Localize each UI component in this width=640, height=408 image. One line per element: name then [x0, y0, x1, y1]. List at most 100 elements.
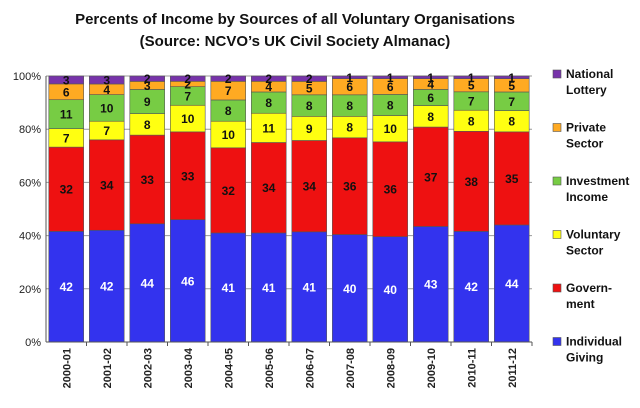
x-tick-label: 2002-03: [142, 348, 154, 388]
data-label: 2: [184, 72, 191, 86]
legend-item: Govern-ment: [553, 281, 612, 311]
data-label: 36: [343, 180, 357, 194]
legend: NationalLotteryPrivateSectorInvestmentIn…: [553, 67, 629, 365]
y-tick-label: 20%: [19, 284, 41, 296]
legend-label: Voluntary: [566, 228, 621, 242]
data-label: 42: [465, 280, 479, 294]
data-label: 6: [427, 91, 434, 105]
legend-item: NationalLottery: [553, 67, 613, 97]
data-label: 1: [427, 71, 434, 85]
legend-item: Voluntary Sector: [553, 228, 621, 258]
data-label: 34: [303, 180, 317, 194]
legend-label: Private: [566, 121, 606, 135]
data-label: 40: [343, 282, 357, 296]
data-label: 8: [144, 118, 151, 132]
data-label: 7: [508, 95, 515, 109]
data-label: 3: [103, 73, 110, 87]
data-label: 10: [100, 101, 114, 115]
data-label: 41: [303, 280, 317, 294]
legend-label: National: [566, 67, 613, 81]
legend-item: InvestmentIncome: [553, 174, 629, 204]
x-tick-label: 2006-07: [304, 348, 316, 388]
data-label: 7: [468, 95, 475, 109]
legend-label: Govern-: [566, 281, 612, 295]
data-label: 41: [222, 281, 236, 295]
chart-subtitle: (Source: NCVO’s UK Civil Society Almanac…: [140, 33, 451, 50]
data-label: 8: [387, 98, 394, 112]
data-label: 38: [465, 175, 479, 189]
data-label: 32: [60, 183, 74, 197]
data-label: 2: [144, 72, 151, 86]
bars: 4232711634234710434433893246331072241321…: [49, 71, 529, 342]
bar-stack-2009-10: 43 37 8 641: [413, 71, 448, 342]
data-label: 8: [427, 110, 434, 124]
data-label: 34: [100, 179, 114, 193]
data-label: 1: [346, 71, 353, 85]
x-tick-label: 2011-12: [507, 348, 519, 388]
legend-label: Giving: [566, 351, 603, 365]
data-label: 8: [468, 114, 475, 128]
chart-title: Percents of Income by Sources of all Vol…: [75, 11, 515, 28]
legend-swatch: [553, 177, 561, 185]
legend-item: PrivateSector: [553, 121, 606, 151]
bar-stack-2004-05: 413210872: [211, 72, 246, 342]
data-label: 11: [60, 108, 73, 122]
data-label: 8: [346, 99, 353, 113]
data-label: 1: [468, 71, 475, 85]
data-label: 43: [424, 278, 438, 292]
data-label: 44: [505, 277, 519, 291]
data-label: 40: [384, 283, 398, 297]
data-label: 34: [262, 181, 276, 195]
bar-stack-2007-08: 40 36 8 8 61: [332, 71, 367, 342]
data-label: 37: [424, 170, 438, 184]
x-tick-label: 2004-05: [223, 348, 235, 388]
data-label: 7: [63, 131, 70, 145]
data-label: 8: [346, 121, 353, 135]
y-tick-label: 100%: [13, 71, 41, 83]
bar-stack-2010-11: 42 38 8 7 51: [454, 71, 489, 342]
legend-swatch: [553, 338, 561, 346]
data-label: 9: [144, 95, 151, 109]
data-label: 7: [103, 124, 110, 138]
legend-swatch: [553, 284, 561, 292]
data-label: 1: [387, 71, 394, 85]
y-tick-label: 80%: [19, 124, 41, 136]
x-tick-label: 2005-06: [264, 348, 276, 388]
bar-stack-2001-02: 423471043: [89, 73, 124, 342]
bar-stack-2011-12: 44358751: [494, 71, 529, 342]
bar-stack-2005-06: 413411842: [251, 72, 286, 342]
x-tick-label: 2001-02: [102, 348, 114, 388]
x-axis: 2000-01 2001-02 2002-03 2003-04 2004-05 2005-…: [46, 342, 532, 388]
data-label: 8: [508, 115, 515, 129]
x-tick-label: 2000-01: [61, 348, 73, 388]
data-label: 41: [262, 281, 276, 295]
x-tick-label: 2008-09: [385, 348, 397, 388]
data-label: 10: [181, 112, 195, 126]
data-label: 33: [141, 173, 155, 187]
data-label: 10: [222, 128, 236, 142]
data-label: 10: [384, 122, 398, 136]
data-label: 11: [262, 121, 275, 135]
legend-swatch: [553, 231, 561, 239]
legend-label: Individual: [566, 335, 622, 349]
data-label: 2: [306, 72, 313, 86]
y-tick-label: 40%: [19, 231, 41, 243]
legend-label: Income: [566, 190, 608, 204]
data-label: 8: [306, 99, 313, 113]
legend-swatch: [553, 124, 561, 132]
x-tick-label: 2003-04: [183, 347, 195, 388]
data-label: 1: [508, 71, 515, 85]
data-label: 35: [505, 172, 519, 186]
y-axis: 0% 20% 40% 60% 80% 100%: [13, 71, 46, 349]
x-tick-label: 2007-08: [345, 348, 357, 388]
x-tick-label: 2009-10: [426, 348, 438, 388]
data-label: 7: [184, 89, 191, 103]
bar-stack-2008-09: 403610861: [373, 71, 408, 342]
legend-item: Individual Giving: [553, 335, 622, 365]
y-tick-label: 60%: [19, 177, 41, 189]
x-tick-label: 2010-11: [466, 348, 478, 388]
data-label: 3: [63, 73, 70, 87]
legend-label: Sector: [566, 244, 604, 258]
data-label: 42: [100, 280, 114, 294]
